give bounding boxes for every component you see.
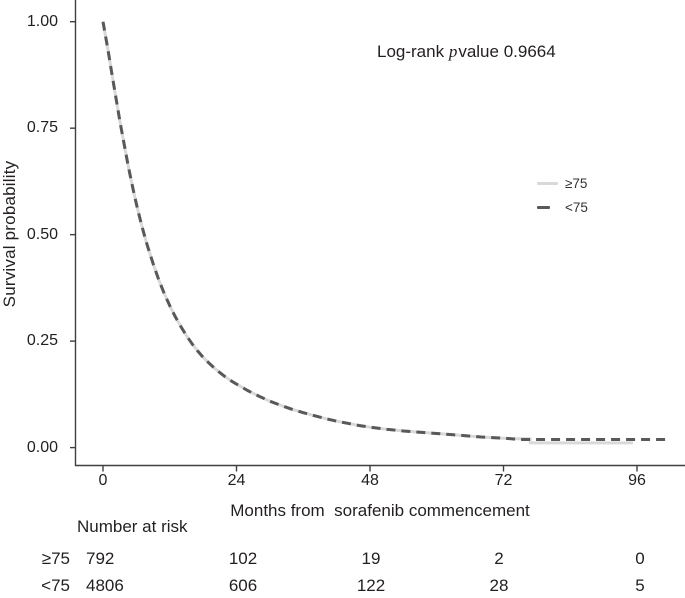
x-tick-label: 72 [494,472,513,489]
risk-count: 792 [86,549,115,568]
legend-label-lt75: <75 [565,199,588,215]
annotation-suffix: value 0.9664 [458,42,556,61]
legend-swatch-ge75 [537,181,565,185]
y-tick-label: 1.00 [26,12,58,30]
y-tick-label: 0.75 [26,119,58,137]
risk-row-label: <75 [41,576,70,595]
y-tick-label: 0.00 [26,438,58,456]
x-tick-label: 96 [628,472,646,489]
risk-count: 28 [489,576,509,595]
y-tick-label: 0.25 [26,332,58,350]
solid-line-icon [537,181,558,185]
risk-count: 5 [635,576,645,595]
risk-count: 2 [494,549,504,568]
legend-label-ge75: ≥75 [565,175,588,191]
legend-swatch-lt75 [537,205,565,209]
risk-count: 122 [356,576,386,595]
x-tick-label: 24 [227,472,246,489]
risk-row-label: ≥75 [41,549,70,568]
x-axis-title: Months from sorafenib commencement [230,501,530,520]
survival-curve-ge75 [101,21,634,445]
axis-lines [74,0,685,467]
legend: ≥75 <75 [537,171,588,219]
annotation-prefix: Log-rank [377,42,449,61]
survival-curve-lt75 [101,21,668,441]
y-axis-title: Survival probability [0,160,19,308]
legend-item-lt75: <75 [537,195,588,219]
risk-count: 0 [635,549,645,568]
y-tick-label: 0.50 [26,225,58,243]
x-tick-label: 0 [98,472,108,489]
risk-count: 19 [361,549,381,568]
legend-item-ge75: ≥75 [537,171,588,195]
risk-count: 606 [228,576,258,595]
x-tick-label: 48 [361,472,379,489]
risk-count: 4806 [86,576,124,595]
risk-table-header: Number at risk [77,517,188,536]
risk-count: 102 [228,549,258,568]
annotation-p-italic: p [448,42,458,61]
log-rank-pvalue-annotation: Log-rank pvalue 0.9664 [377,42,556,62]
dashed-line-icon [537,205,550,209]
